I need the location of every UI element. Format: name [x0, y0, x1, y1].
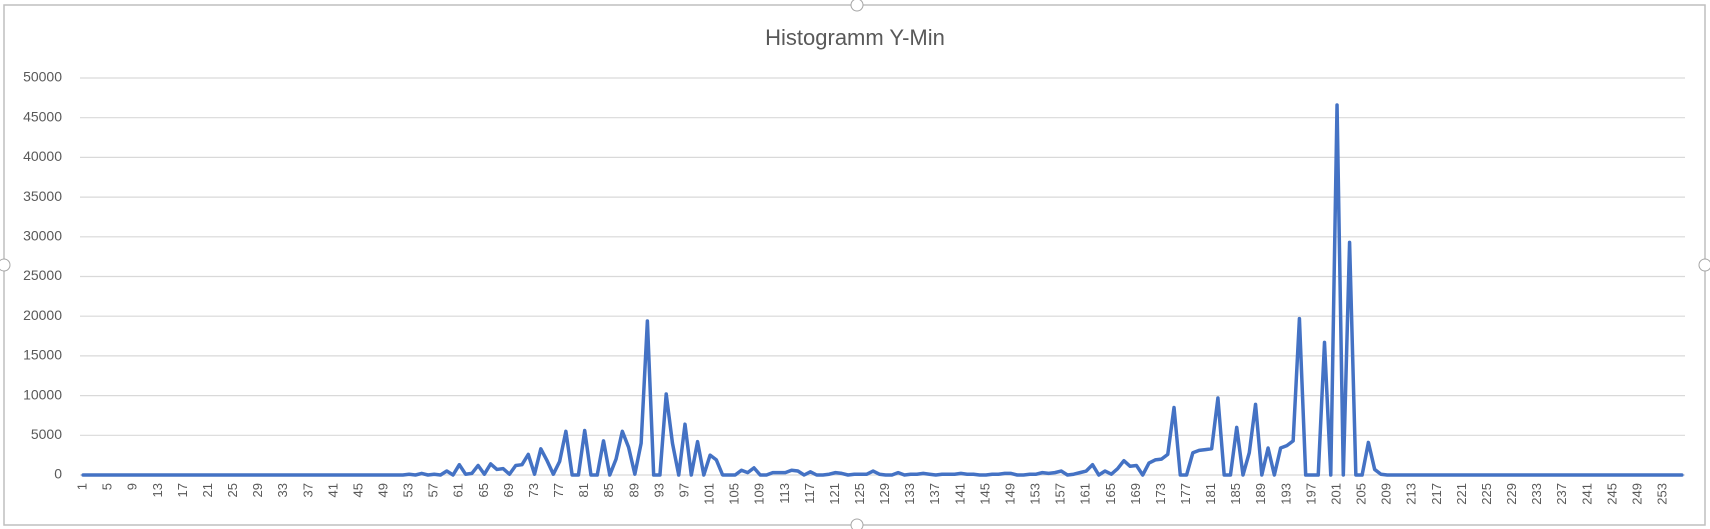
- x-tick-label: 169: [1128, 483, 1143, 505]
- x-tick-label: 13: [150, 483, 165, 497]
- y-tick-label: 40000: [23, 148, 62, 164]
- x-tick-label: 161: [1078, 483, 1093, 505]
- y-tick-label: 30000: [23, 228, 62, 244]
- x-tick-label: 149: [1002, 483, 1017, 505]
- x-tick-label: 101: [702, 483, 717, 505]
- x-tick-label: 245: [1604, 483, 1619, 505]
- x-tick-label: 97: [676, 483, 691, 497]
- x-tick-label: 177: [1178, 483, 1193, 505]
- x-tick-label: 57: [426, 483, 441, 497]
- x-tick-label: 37: [300, 483, 315, 497]
- x-tick-label: 165: [1103, 483, 1118, 505]
- x-tick-label: 85: [601, 483, 616, 497]
- x-tick-label: 121: [827, 483, 842, 505]
- x-tick-label: 117: [802, 483, 817, 504]
- x-tick-label: 141: [952, 483, 967, 505]
- x-tick-label: 233: [1529, 483, 1544, 505]
- x-tick-label: 181: [1203, 483, 1218, 505]
- chart-area-border: [3, 4, 1706, 526]
- y-tick-label: 5000: [31, 426, 62, 442]
- x-tick-label: 113: [777, 483, 792, 504]
- x-tick-label: 153: [1028, 483, 1043, 505]
- y-tick-label: 20000: [23, 307, 62, 323]
- y-tick-label: 45000: [23, 108, 62, 124]
- x-tick-label: 133: [902, 483, 917, 505]
- x-tick-label: 65: [476, 483, 491, 497]
- x-tick-label: 93: [651, 483, 666, 497]
- resize-handle[interactable]: [850, 518, 864, 529]
- resize-handle[interactable]: [850, 0, 864, 12]
- data-line: [81, 103, 1684, 477]
- x-tick-label: 209: [1379, 483, 1394, 505]
- x-tick-label: 221: [1454, 483, 1469, 505]
- x-tick-label: 225: [1479, 483, 1494, 505]
- y-tick-label: 0: [54, 466, 62, 482]
- x-tick-label: 129: [877, 483, 892, 505]
- x-tick-label: 229: [1504, 483, 1519, 505]
- x-tick-label: 237: [1554, 483, 1569, 505]
- x-tick-label: 145: [977, 483, 992, 505]
- x-tick-label: 201: [1328, 483, 1343, 505]
- x-tick-label: 41: [325, 483, 340, 497]
- x-tick-label: 21: [200, 483, 215, 497]
- x-tick-label: 241: [1579, 483, 1594, 505]
- x-tick-label: 205: [1354, 483, 1369, 505]
- y-tick-label: 25000: [23, 267, 62, 283]
- x-tick-label: 197: [1303, 483, 1318, 505]
- x-tick-label: 105: [727, 483, 742, 505]
- x-tick-label: 253: [1654, 483, 1669, 505]
- x-tick-label: 69: [501, 483, 516, 497]
- x-tick-label: 25: [225, 483, 240, 497]
- resize-handle[interactable]: [0, 258, 11, 272]
- x-tick-label: 61: [451, 483, 466, 497]
- x-tick-label: 29: [250, 483, 265, 497]
- y-tick-label: 35000: [23, 188, 62, 204]
- x-tick-label: 193: [1278, 483, 1293, 505]
- x-tick-label: 213: [1404, 483, 1419, 505]
- resize-handle[interactable]: [1698, 258, 1710, 272]
- x-tick-label: 33: [275, 483, 290, 497]
- x-tick-label: 77: [551, 483, 566, 497]
- x-tick-label: 49: [376, 483, 391, 497]
- x-tick-label: 217: [1429, 483, 1444, 505]
- x-tick-label: 5: [100, 483, 115, 490]
- x-tick-label: 45: [350, 483, 365, 497]
- y-tick-label: 10000: [23, 386, 62, 402]
- x-tick-label: 125: [852, 483, 867, 505]
- x-tick-label: 109: [752, 483, 767, 505]
- x-tick-label: 185: [1228, 483, 1243, 505]
- x-tick-label: 81: [576, 483, 591, 497]
- x-tick-label: 17: [175, 483, 190, 497]
- x-tick-label: 173: [1153, 483, 1168, 505]
- chart-title: Histogramm Y-Min: [765, 25, 945, 50]
- x-tick-label: 249: [1629, 483, 1644, 505]
- x-tick-label: 137: [927, 483, 942, 505]
- y-tick-label: 15000: [23, 347, 62, 363]
- x-tick-label: 89: [626, 483, 641, 497]
- x-tick-label: 1: [75, 483, 90, 490]
- x-tick-label: 9: [125, 483, 140, 490]
- x-tick-label: 189: [1253, 483, 1268, 505]
- x-tick-label: 53: [401, 483, 416, 497]
- y-tick-label: 50000: [23, 69, 62, 85]
- x-tick-label: 73: [526, 483, 541, 497]
- x-tick-label: 157: [1053, 483, 1068, 505]
